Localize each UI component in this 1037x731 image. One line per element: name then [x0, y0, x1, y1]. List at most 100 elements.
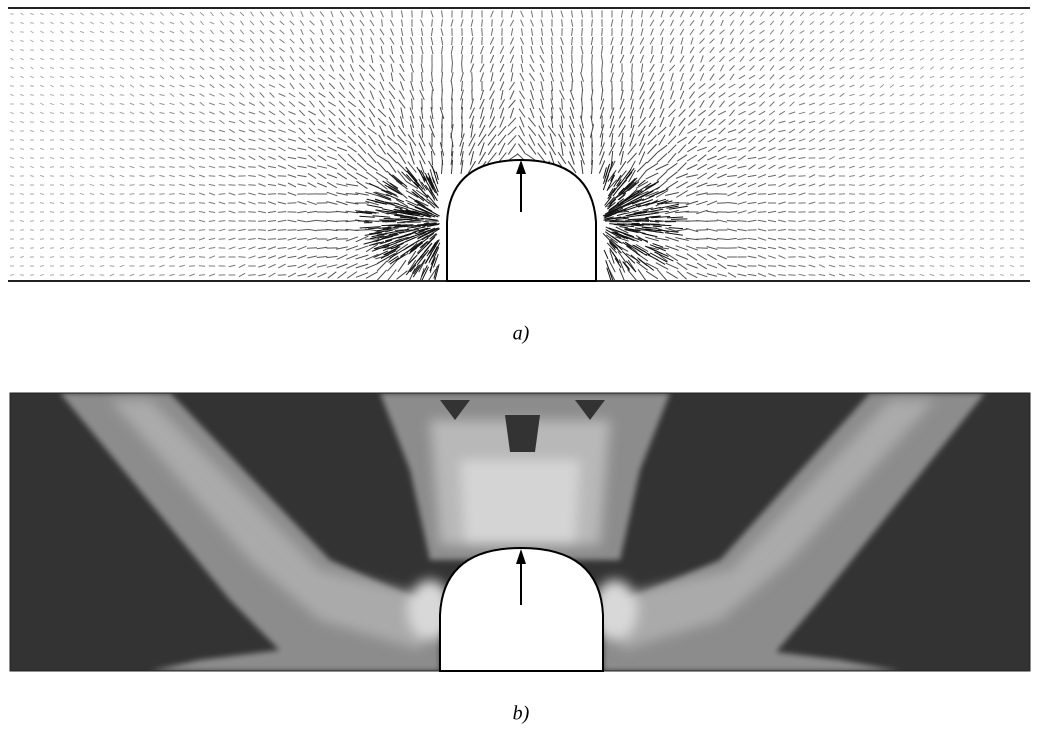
- vector: [778, 93, 786, 97]
- vector: [828, 165, 836, 169]
- vector: [347, 153, 357, 163]
- vector: [637, 182, 652, 193]
- vector: [919, 183, 925, 187]
- vector: [349, 28, 355, 36]
- vector: [620, 10, 624, 18]
- vector: [179, 93, 185, 97]
- vector: [608, 205, 623, 214]
- vector: [389, 125, 395, 137]
- vector: [689, 28, 695, 36]
- vector: [808, 183, 816, 187]
- vector: [278, 119, 286, 125]
- vector: [718, 118, 726, 126]
- vector: [939, 48, 945, 52]
- vector: [869, 165, 875, 169]
- vector: [819, 84, 825, 88]
- vector: [959, 139, 965, 141]
- vector: [969, 247, 975, 249]
- vector: [360, 28, 364, 36]
- vector: [768, 92, 776, 98]
- vector: [289, 38, 295, 44]
- vector: [355, 192, 369, 196]
- vector: [238, 111, 246, 115]
- vector: [829, 119, 835, 125]
- vector: [758, 137, 766, 143]
- vector: [668, 126, 676, 136]
- vector: [970, 12, 974, 16]
- vector: [489, 46, 495, 54]
- vector: [828, 219, 836, 223]
- vector: [651, 224, 672, 227]
- vector: [655, 163, 669, 171]
- vector: [59, 85, 65, 87]
- vector: [419, 160, 425, 174]
- vector: [659, 28, 665, 36]
- vector: [238, 228, 246, 232]
- vector: [839, 147, 845, 151]
- vector: [709, 38, 715, 44]
- vector: [809, 56, 815, 62]
- vector: [129, 66, 135, 70]
- vector: [199, 120, 205, 124]
- vector: [20, 247, 24, 249]
- vector: [258, 264, 266, 268]
- vector: [419, 89, 425, 101]
- vector: [189, 30, 195, 34]
- vector: [198, 129, 206, 133]
- vector: [350, 19, 354, 27]
- vector: [848, 219, 856, 223]
- vector: [140, 30, 144, 34]
- vector: [769, 74, 775, 80]
- vector: [427, 172, 432, 181]
- vector: [622, 182, 637, 195]
- vector: [1020, 166, 1024, 168]
- vector: [828, 174, 836, 178]
- vector: [708, 56, 716, 62]
- vector: [399, 116, 405, 128]
- vector: [510, 63, 514, 73]
- vector: [939, 211, 945, 213]
- vector: [379, 99, 385, 109]
- vector: [869, 138, 875, 142]
- vector: [328, 82, 336, 90]
- vector: [347, 136, 357, 144]
- vector: [808, 255, 816, 259]
- vector: [388, 231, 405, 236]
- vector: [69, 229, 75, 231]
- vector: [930, 21, 934, 25]
- vector: [635, 181, 649, 189]
- vector: [708, 109, 716, 117]
- vector: [79, 264, 85, 268]
- vector: [347, 100, 357, 108]
- vector: [139, 220, 145, 222]
- vector: [980, 66, 984, 70]
- vector: [979, 94, 985, 96]
- vector: [355, 272, 369, 278]
- vector: [337, 163, 347, 171]
- vector: [1009, 229, 1015, 231]
- vector: [307, 182, 317, 188]
- vector: [870, 11, 874, 17]
- vector: [249, 56, 255, 62]
- vector: [749, 56, 755, 62]
- vector: [631, 63, 633, 73]
- vector: [547, 125, 557, 137]
- vector: [849, 21, 855, 25]
- vector: [345, 201, 359, 205]
- vector: [630, 228, 641, 232]
- vector: [869, 66, 875, 70]
- vector: [40, 48, 44, 52]
- vector: [461, 63, 463, 73]
- vector: [571, 36, 573, 46]
- vector: [737, 147, 747, 151]
- vector: [919, 256, 925, 258]
- vector: [818, 264, 826, 268]
- vector: [929, 39, 935, 43]
- vector: [417, 223, 428, 226]
- vector: [614, 207, 624, 213]
- vector: [889, 84, 895, 88]
- vector: [319, 64, 325, 72]
- vector: [424, 207, 440, 217]
- vector: [119, 220, 125, 222]
- vector: [919, 75, 925, 79]
